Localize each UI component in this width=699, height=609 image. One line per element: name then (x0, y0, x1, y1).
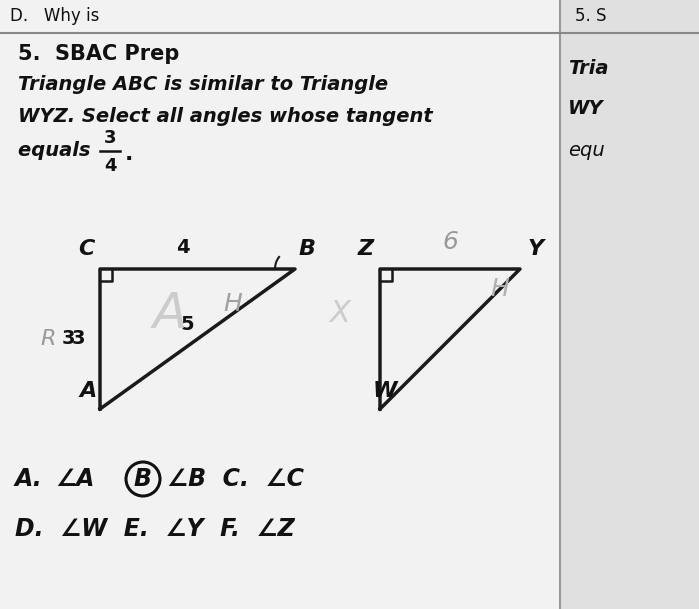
Text: A: A (80, 381, 96, 401)
Text: WYZ. Select all angles whose tangent: WYZ. Select all angles whose tangent (18, 108, 433, 127)
Text: equals: equals (18, 141, 97, 161)
Text: 5: 5 (180, 314, 194, 334)
Text: ∠B  C.  ∠C: ∠B C. ∠C (167, 467, 304, 491)
Text: W: W (373, 381, 397, 401)
Text: H: H (491, 277, 510, 301)
Text: H: H (223, 292, 242, 316)
Text: X: X (329, 300, 350, 328)
Text: ∠A: ∠A (55, 467, 94, 491)
Text: 3: 3 (103, 129, 116, 147)
Text: A: A (153, 290, 187, 338)
Text: D.   Why is: D. Why is (10, 7, 99, 25)
Text: Z: Z (358, 239, 374, 259)
Text: R: R (41, 329, 56, 349)
Text: equ: equ (568, 141, 605, 161)
Text: B: B (134, 467, 152, 491)
Text: 6: 6 (442, 230, 458, 254)
Text: 4: 4 (103, 157, 116, 175)
Text: 3: 3 (71, 329, 85, 348)
FancyBboxPatch shape (0, 0, 560, 609)
Text: Y: Y (528, 239, 544, 259)
Text: .: . (125, 144, 134, 164)
Text: D.  ∠W  E.  ∠Y  F.  ∠Z: D. ∠W E. ∠Y F. ∠Z (15, 517, 295, 541)
FancyBboxPatch shape (560, 0, 699, 609)
Text: Tria: Tria (568, 60, 609, 79)
Text: B: B (298, 239, 315, 259)
Text: 3: 3 (62, 329, 75, 348)
Text: 4: 4 (175, 238, 189, 257)
Text: Triangle ABC is similar to Triangle: Triangle ABC is similar to Triangle (18, 74, 388, 94)
Text: A.: A. (15, 467, 43, 491)
Text: 5.  SBAC Prep: 5. SBAC Prep (18, 44, 180, 64)
Text: 5. S: 5. S (575, 7, 607, 25)
Text: WY: WY (568, 99, 604, 119)
Text: C: C (78, 239, 94, 259)
